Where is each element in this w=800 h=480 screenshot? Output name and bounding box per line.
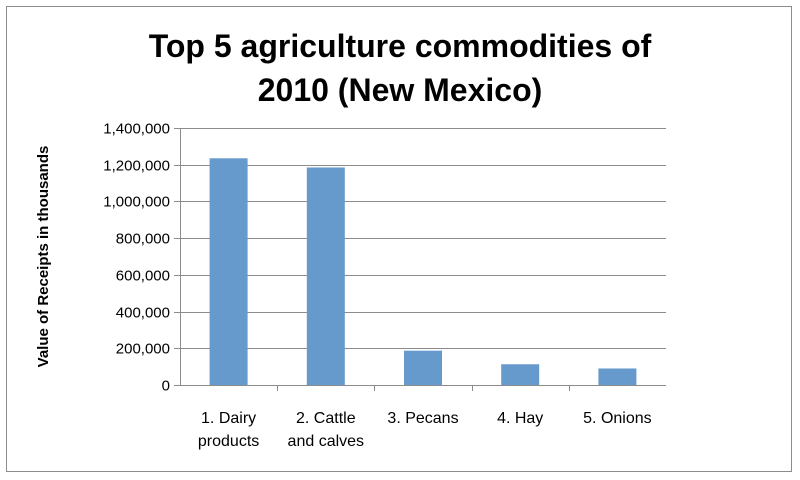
- bars: [209, 158, 637, 385]
- x-category-label: 3. Pecans: [387, 410, 458, 427]
- y-tick-label: 600,000: [116, 268, 170, 285]
- y-tick-label: 400,000: [116, 305, 170, 322]
- bar: [598, 368, 637, 385]
- bar: [404, 350, 442, 385]
- y-tick-label: 1,000,000: [103, 194, 170, 211]
- bar: [209, 158, 248, 385]
- x-category-label: 2. Cattle and calves: [288, 410, 365, 450]
- bar: [501, 364, 540, 385]
- y-axis-title: Value of Receipts in thousands: [35, 146, 52, 368]
- y-tick-label: 800,000: [116, 231, 170, 248]
- y-tick-label: 1,200,000: [103, 158, 170, 175]
- y-axis-ticks: 0 200,000 400,000 600,000 800,000 1,000,000 1,…: [103, 121, 180, 395]
- x-category-label: 4. Hay: [497, 410, 543, 427]
- gridlines: [180, 128, 666, 349]
- chart-title-line-1: Top 5 agriculture commodities of: [148, 28, 652, 64]
- y-tick-label: 0: [162, 378, 170, 395]
- y-tick-label: 1,400,000: [103, 121, 170, 138]
- bar: [306, 167, 345, 385]
- chart-title: Top 5 agriculture commodities of 2010 (N…: [0, 24, 800, 112]
- y-tick-label: 200,000: [116, 341, 170, 358]
- x-axis-labels: 1. Dairy products 2. Cattle and calves 3. Pe…: [198, 385, 652, 450]
- chart-title-line-2: 2010 (New Mexico): [257, 72, 543, 108]
- x-category-label: 1. Dairy products: [198, 410, 259, 450]
- x-category-label: 5. Onions: [583, 410, 651, 427]
